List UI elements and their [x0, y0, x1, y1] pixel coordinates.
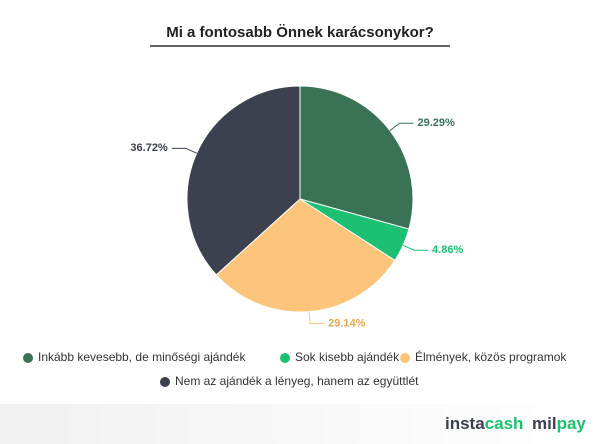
brand: instacash: [445, 414, 523, 433]
brand-part: pay: [557, 414, 587, 433]
legend-label: Sok kisebb ajándék: [295, 350, 400, 364]
data-label: 29.29%: [417, 117, 455, 129]
brand-part: mil: [532, 414, 557, 433]
chart-title: Mi a fontosabb Önnek karácsonykor?: [166, 24, 434, 41]
data-label: 4.86%: [432, 244, 463, 256]
legend-swatch: [23, 353, 33, 363]
brand-part: cash: [485, 414, 524, 433]
data-label: 29.14%: [328, 317, 366, 329]
legend-swatch: [280, 353, 290, 363]
leader-line: [389, 122, 414, 131]
data-label: 36.72%: [130, 142, 168, 154]
footer-band: [0, 404, 600, 444]
legend-swatch: [160, 377, 170, 387]
brand: milpay: [532, 414, 586, 433]
legend-label: Nem az ajándék a lényeg, hanem az együtt…: [175, 374, 419, 388]
leader-line: [402, 244, 429, 251]
leader-line: [171, 147, 197, 154]
pie-slice: [299, 85, 414, 230]
brand-part: insta: [445, 414, 485, 433]
pie-slice: [186, 85, 301, 276]
brands: instacash milpay: [445, 414, 586, 433]
legend-swatch: [400, 353, 410, 363]
leader-line: [308, 311, 325, 325]
legend-label: Élmények, közös programok: [415, 349, 567, 364]
legend-label: Inkább kevesebb, de minőségi ajándék: [38, 350, 246, 364]
pie-slice: [215, 198, 396, 313]
